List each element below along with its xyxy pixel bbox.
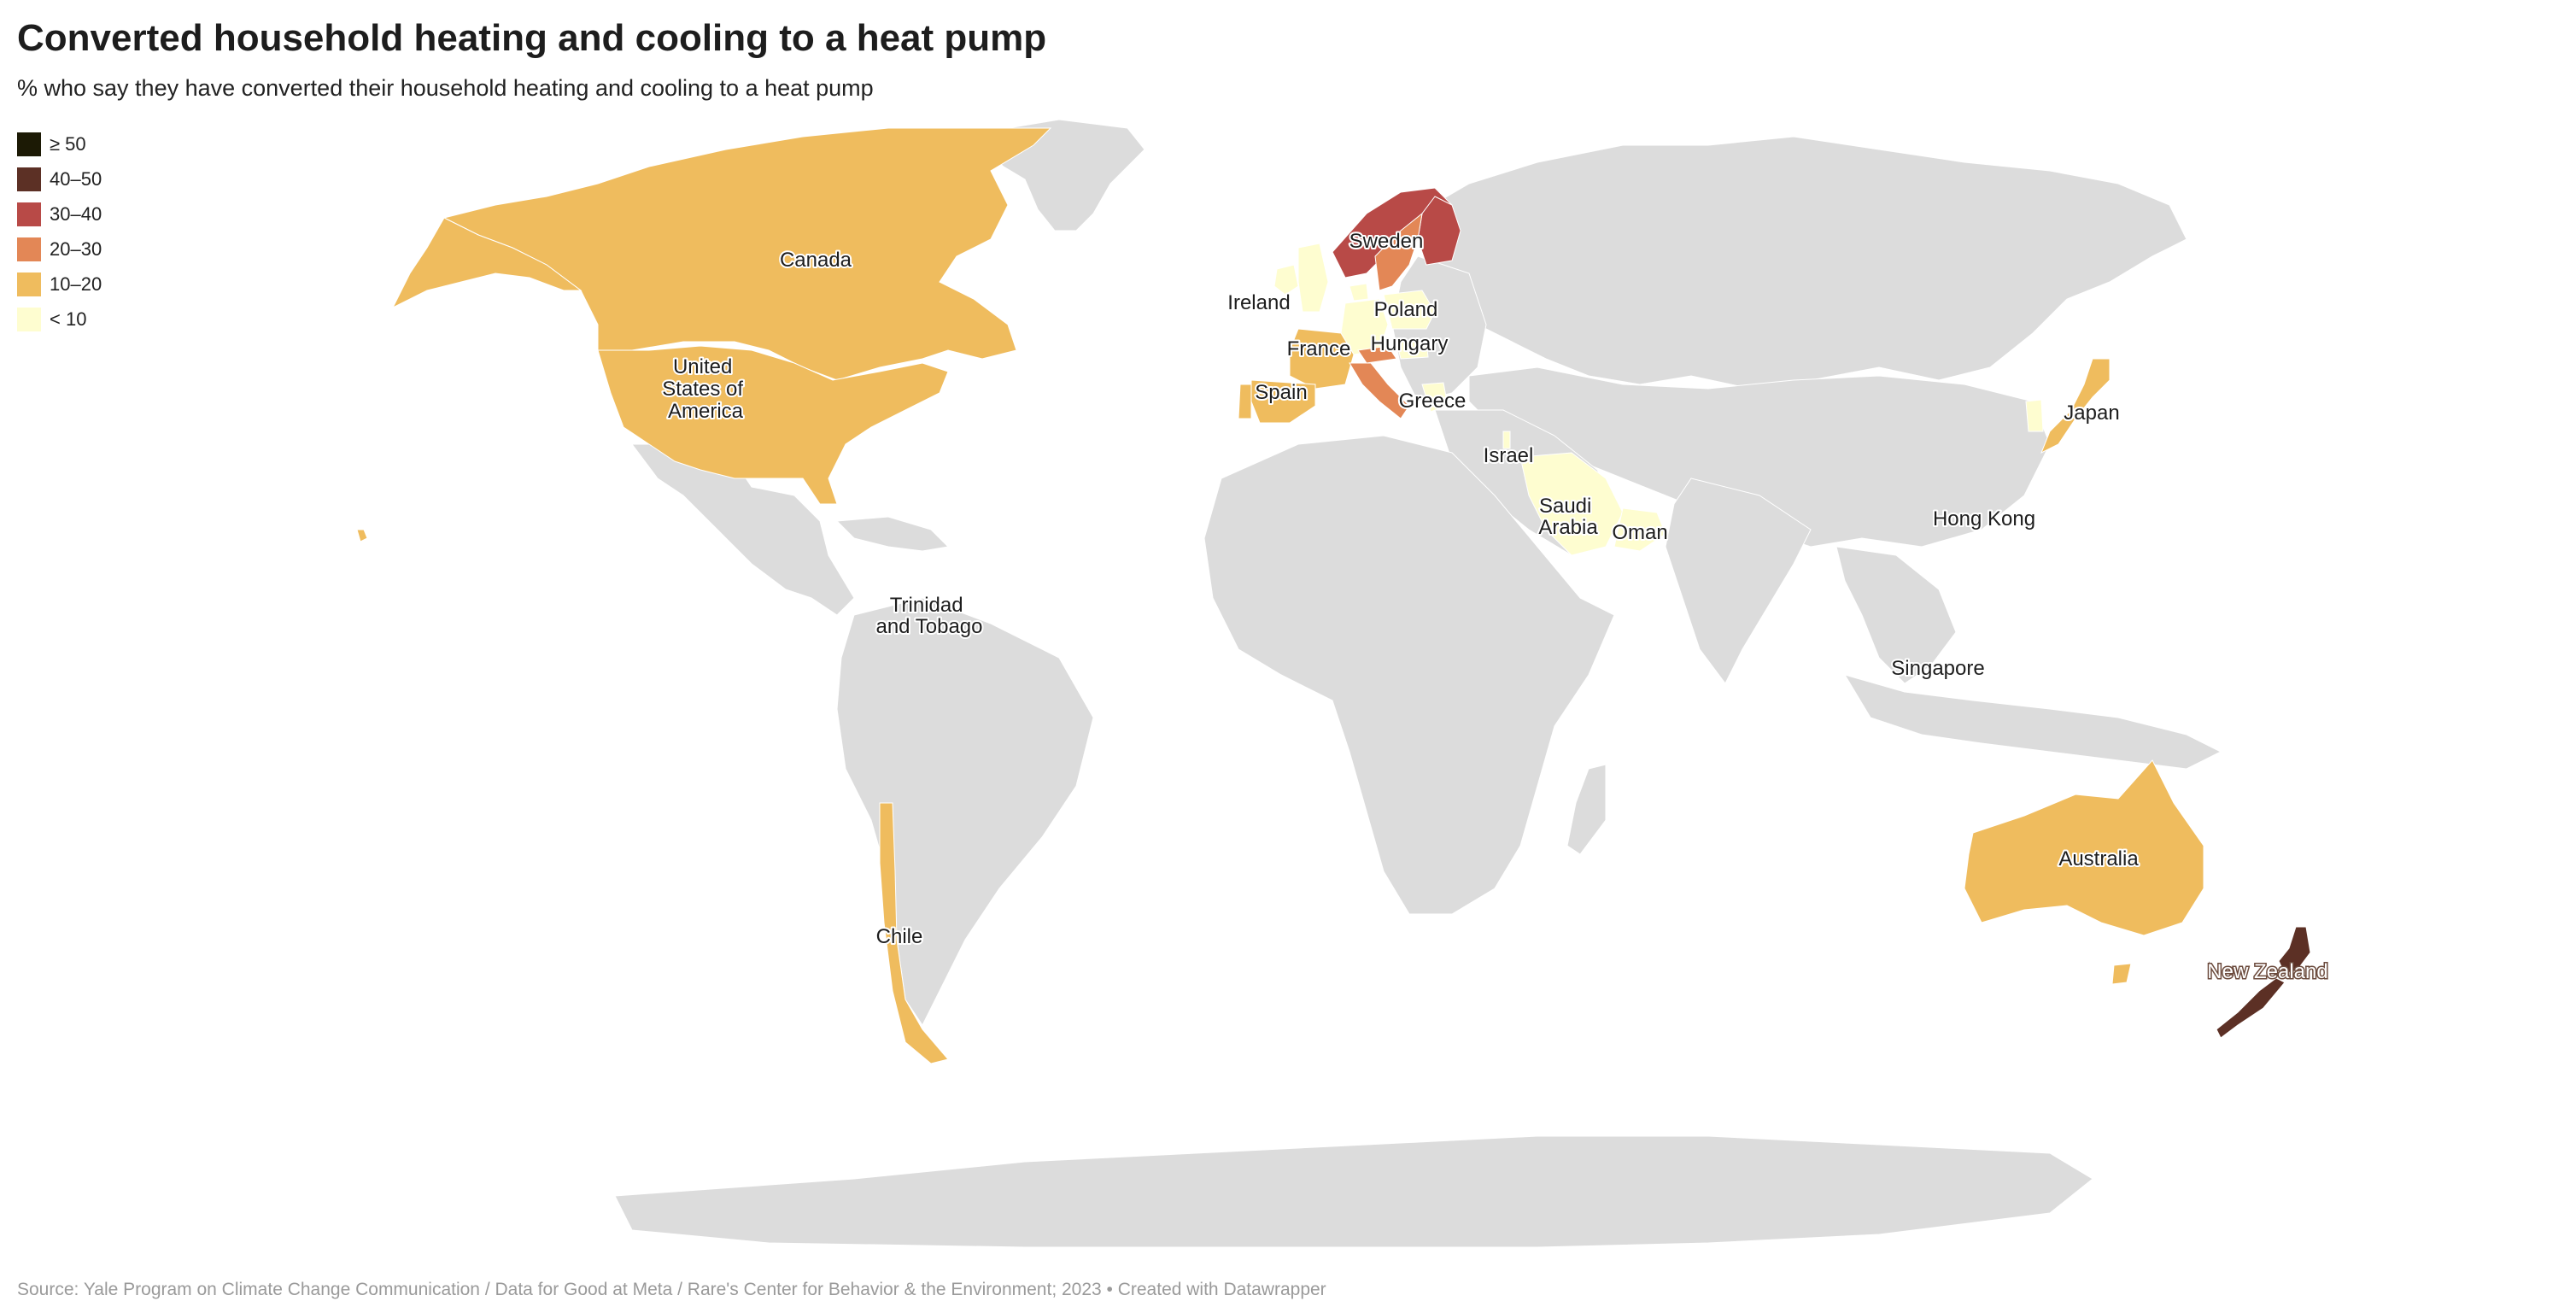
label-hongkong: Hong Kong xyxy=(1933,507,2035,530)
legend-label: 10–20 xyxy=(50,273,102,295)
region-oman xyxy=(1613,507,1666,552)
region-portugal xyxy=(1238,384,1252,419)
label-usa: United States of America xyxy=(662,355,748,423)
legend-item: 10–20 xyxy=(17,267,102,302)
region-australia xyxy=(1964,759,2204,936)
label-france: France xyxy=(1287,337,1351,360)
region-usa xyxy=(597,345,949,505)
label-israel: Israel xyxy=(1484,444,1534,467)
region-russia xyxy=(1417,136,2187,390)
region-chile xyxy=(879,802,949,1064)
label-sweden: Sweden xyxy=(1349,230,1424,253)
label-spain: Spain xyxy=(1255,381,1307,404)
legend-item: 30–40 xyxy=(17,196,102,232)
legend-item: ≥ 50 xyxy=(17,126,102,161)
region-france xyxy=(1289,328,1355,390)
label-trinidad: Trinidad and Tobago xyxy=(875,594,982,638)
source-note: Source: Yale Program on Climate Change C… xyxy=(17,1280,1326,1299)
region-antarctica xyxy=(614,1135,2093,1248)
label-chile: Chile xyxy=(876,925,923,948)
region-korea xyxy=(2025,399,2044,432)
region-denmark xyxy=(1349,283,1369,302)
label-oman: Oman xyxy=(1612,521,1667,544)
region-indonesia xyxy=(1843,674,2222,770)
region-hawaii xyxy=(356,529,368,542)
label-hungary: Hungary xyxy=(1371,332,1449,355)
region-madagascar xyxy=(1566,764,1607,855)
label-canada: Canada xyxy=(780,249,852,272)
region-nz-north xyxy=(2278,926,2311,975)
legend-item: < 10 xyxy=(17,302,102,337)
region-uk xyxy=(1297,243,1329,313)
legend-label: 30–40 xyxy=(50,202,102,225)
region-ireland xyxy=(1273,264,1299,296)
label-australia: Australia xyxy=(2058,847,2139,870)
region-south-america xyxy=(836,597,1094,1026)
legend-item: 40–50 xyxy=(17,161,102,196)
region-alaska xyxy=(391,217,583,309)
legend-swatch xyxy=(17,272,41,296)
label-ireland: Ireland xyxy=(1227,291,1290,314)
legend-swatch xyxy=(17,167,41,191)
legend-label: 40–50 xyxy=(50,167,102,190)
legend-swatch xyxy=(17,132,41,156)
legend-item: 20–30 xyxy=(17,232,102,267)
region-hungary xyxy=(1396,339,1429,360)
region-austria xyxy=(1357,345,1397,364)
region-israel xyxy=(1502,431,1511,449)
region-japan xyxy=(2040,358,2111,454)
region-saudi xyxy=(1519,452,1624,556)
legend-label: ≥ 50 xyxy=(50,132,86,155)
legend-swatch xyxy=(17,237,41,261)
region-sweden xyxy=(1374,212,1423,291)
region-greece xyxy=(1421,382,1449,413)
color-legend: ≥ 50 40–50 30–40 20–30 10–20 < 10 xyxy=(17,126,102,337)
region-southeast-asia xyxy=(1835,546,1957,684)
label-japan: Japan xyxy=(2064,401,2119,425)
region-poland xyxy=(1383,290,1436,330)
legend-label: < 10 xyxy=(50,308,87,330)
chart-title: Converted household heating and cooling … xyxy=(17,17,1047,59)
region-south-asia xyxy=(1665,478,1812,684)
region-nz-south xyxy=(2216,977,2286,1039)
region-caribbean xyxy=(835,516,950,552)
legend-swatch xyxy=(17,202,41,226)
region-italy xyxy=(1349,362,1410,419)
label-poland: Poland xyxy=(1374,298,1438,321)
legend-swatch xyxy=(17,307,41,331)
label-singapore: Singapore xyxy=(1891,657,1984,680)
label-nz: New Zealand xyxy=(2207,960,2327,983)
region-africa xyxy=(1203,435,1615,915)
legend-label: 20–30 xyxy=(50,237,102,260)
chart-subtitle: % who say they have converted their hous… xyxy=(17,75,874,101)
label-greece: Greece xyxy=(1399,390,1467,413)
label-saudi: Saudi Arabia xyxy=(1538,495,1598,539)
region-tasmania xyxy=(2111,963,2132,985)
region-canada xyxy=(442,127,1052,381)
